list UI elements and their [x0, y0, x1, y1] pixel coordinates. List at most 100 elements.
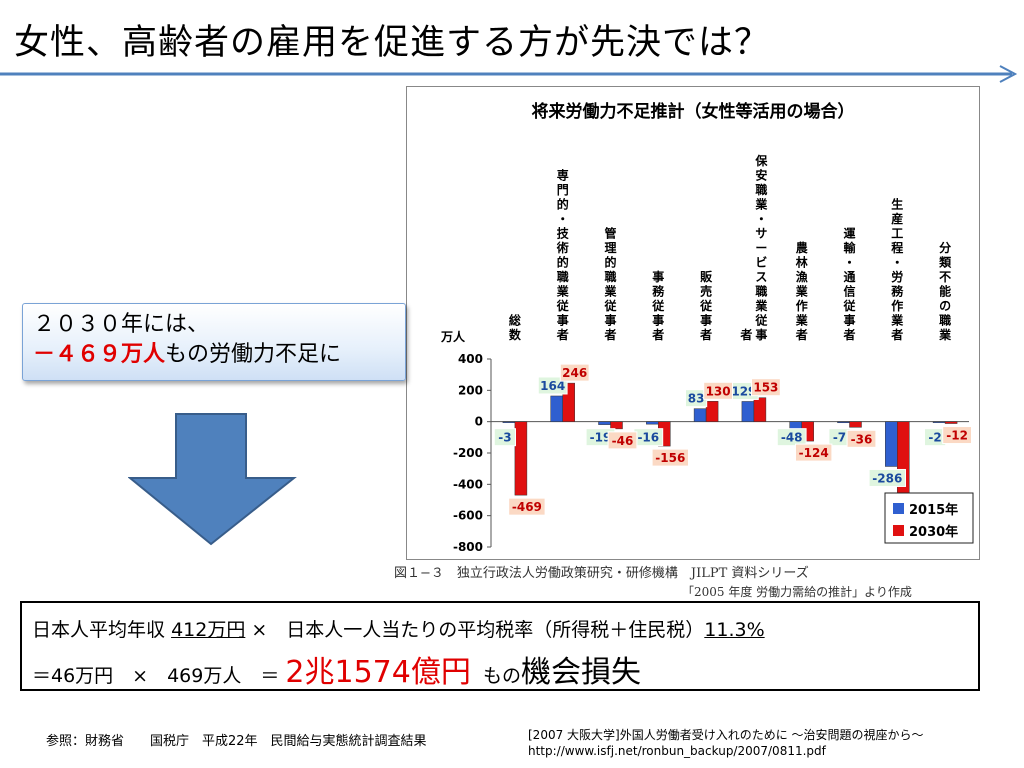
y-axis-unit: 万人: [440, 329, 466, 344]
data-label-bg: [493, 428, 517, 447]
category-label-char: 的: [557, 255, 569, 270]
data-label: -46: [612, 434, 634, 448]
category-label-char: 漁: [796, 269, 808, 284]
result-line2: ＝46万円 × 469万人 ＝ 2兆1574億円 もの機会損失: [32, 647, 641, 691]
legend-label: 2015年: [909, 502, 958, 518]
data-label: -19: [590, 431, 612, 445]
bar-2030: [514, 421, 528, 496]
bar-2030: [610, 421, 623, 430]
category-label-char: 保: [754, 153, 768, 168]
category-label-char: 産: [891, 211, 903, 226]
category-label-char: 的: [557, 197, 569, 212]
bar-2015: [741, 401, 755, 422]
data-label: 153: [753, 381, 778, 395]
data-label-bg: [868, 468, 907, 487]
category-label-char: 農: [796, 240, 809, 255]
category-label-char: 事: [652, 269, 664, 284]
data-label-bg: [751, 378, 781, 397]
category-label-char: 者: [739, 327, 752, 342]
callout-line1: ２０３０年には、: [33, 312, 210, 337]
category-label-char: 生: [891, 197, 903, 212]
category-label-char: 職: [939, 313, 951, 328]
result-formula: ＝46万円 × 469万人 ＝: [32, 665, 280, 687]
reference-osaka-url[interactable]: http://www.isfj.net/ronbun_backup/2007/0…: [528, 744, 826, 758]
category-label-char: 程: [891, 240, 903, 255]
category-label-char: 業: [754, 197, 768, 212]
category-label-char: 販: [700, 269, 713, 284]
category-label-char: 者: [651, 327, 664, 342]
category-label-char: 作: [891, 298, 903, 313]
data-label: -286: [872, 471, 902, 485]
category-label-char: の: [939, 299, 951, 313]
category-label-char: 管: [604, 226, 616, 241]
category-label-char: 務: [652, 284, 665, 299]
category-label-char: 技: [557, 226, 570, 241]
category-label-char: 職: [604, 269, 616, 284]
result-line1: 日本人平均年収 412万円 × 日本人一人当たりの平均税率（所得税＋住民税）11…: [32, 615, 765, 642]
y-tick-label: -200: [453, 446, 483, 460]
category-label-char: 者: [699, 327, 712, 342]
data-label-bg: [651, 448, 690, 467]
category-label-char: 運: [843, 227, 855, 241]
slide-title: 女性、高齢者の雇用を促進する方が先決では？: [14, 23, 771, 63]
category-label-char: 事: [755, 327, 767, 342]
data-label-bg: [703, 381, 734, 400]
category-label-char: 事: [700, 313, 712, 328]
category-label-char: 術: [556, 240, 569, 255]
data-label: -124: [799, 446, 829, 460]
data-label: -12: [946, 429, 968, 443]
callout-highlight: －４６９万人: [33, 342, 166, 367]
category-label-char: 事: [557, 313, 569, 328]
legend-swatch: [893, 525, 904, 536]
category-label-char: 理: [604, 241, 616, 255]
category-label-char: 職: [557, 269, 569, 284]
category-label-char: 従: [651, 298, 665, 313]
result-amount: 2兆1574億円: [285, 655, 471, 690]
data-label: 164: [540, 379, 565, 393]
reference-mof: 参照：財務省 国税庁 平成22年 民間給与実態統計調査結果: [46, 734, 427, 749]
callout-line2-rest: もの労働力不足に: [165, 342, 342, 367]
data-label-bg: [607, 431, 638, 450]
y-tick-label: -800: [453, 540, 483, 554]
category-label-char: 工: [891, 227, 903, 241]
category-label-char: ・: [557, 212, 569, 226]
down-arrow-icon: [128, 413, 297, 546]
category-label-char: ・: [755, 212, 767, 226]
category-label-char: 従: [603, 298, 617, 313]
category-label-char: 者: [890, 327, 903, 342]
category-label-char: 的: [604, 255, 616, 270]
chart-canvas: 将来労働力不足推計（女性等活用の場合） 万人 400 200 0 -200 -400 -600…: [440, 101, 974, 554]
data-label: -3: [498, 431, 511, 445]
bar-2030: [849, 421, 862, 428]
category-label-char: 専: [557, 168, 569, 183]
bar-2015: [932, 421, 946, 423]
shortage-callout: ２０３０年には、 －４６９万人もの労働力不足に: [22, 303, 406, 381]
category-label-char: 作: [796, 298, 808, 313]
data-label-bg: [846, 429, 877, 448]
category-label-char: ビ: [755, 255, 767, 270]
data-label: -156: [655, 451, 685, 465]
bar-2030: [944, 421, 958, 424]
result-income-label: 日本人平均年収: [32, 619, 166, 641]
category-label-char: 業: [556, 284, 570, 299]
category-label-char: 者: [603, 327, 616, 342]
reference-osaka-title: [2007 大阪大学]外国人労働者受け入れのために ～治安問題の視座から～: [528, 728, 924, 742]
category-label-char: 職: [755, 284, 767, 299]
category-label-char: 事: [652, 313, 664, 328]
category-label-char: 事: [604, 313, 616, 328]
bar-2015: [885, 421, 898, 467]
category-label-char: 門: [557, 183, 569, 197]
bar-2015: [646, 421, 659, 425]
category-label-char: 総: [509, 313, 521, 328]
category-label-char: 輸: [843, 240, 856, 255]
bar-2015: [550, 395, 563, 422]
data-label-bg: [795, 443, 833, 462]
category-label-char: 業: [795, 313, 809, 328]
category-label-char: 従: [699, 298, 713, 313]
y-tick-label: -400: [453, 477, 483, 491]
category-label-char: サ: [755, 227, 767, 241]
category-label-char: 信: [843, 284, 855, 299]
category-label-char: 従: [556, 298, 570, 313]
legend-swatch: [893, 503, 904, 514]
result-income-value: 412万円: [171, 619, 246, 641]
